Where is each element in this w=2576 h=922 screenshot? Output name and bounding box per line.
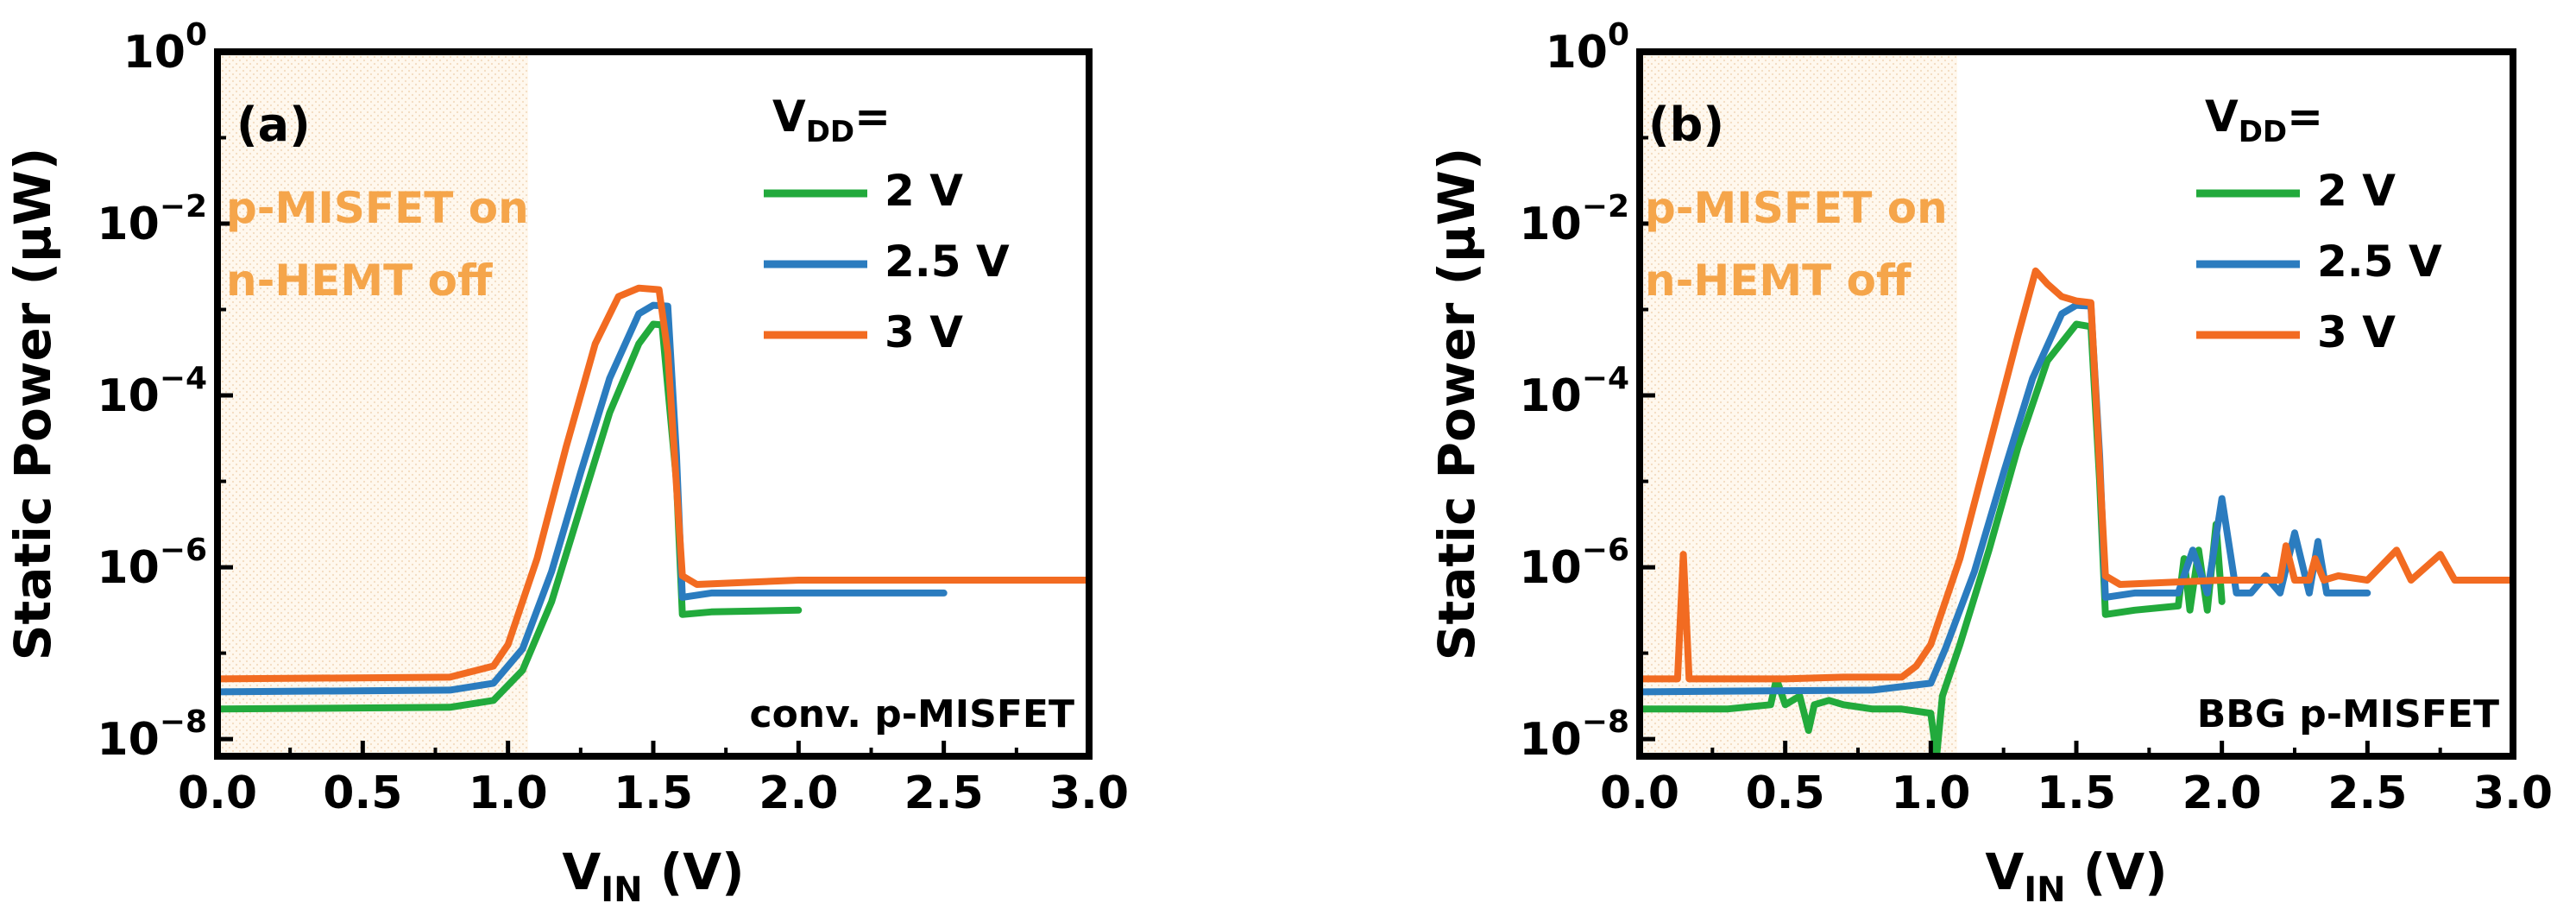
y-tick-label: 10−4 — [97, 361, 207, 422]
y-tick-label: 10−8 — [1519, 704, 1629, 766]
region-shading — [217, 52, 528, 756]
panel-a: 0.0 0.5 1.0 1.5 2.0 2.5 3.0 100 10−2 10−4 10−6 10−… — [3, 17, 1129, 910]
series-line-2v — [1636, 320, 2226, 760]
x-tick-label: 0.0 — [1600, 767, 1679, 819]
legend-title: VDD= — [2205, 92, 2323, 149]
legend-label: 2.5 V — [885, 237, 1010, 287]
legend-label: 3 V — [885, 307, 963, 357]
x-tick-label: 0.0 — [178, 767, 257, 819]
x-tick-label: 0.5 — [1746, 767, 1825, 819]
series-line-3v — [1636, 267, 2516, 683]
x-ticks: 0.0 0.5 1.0 1.5 2.0 2.5 3.0 — [178, 741, 1129, 819]
panel-label: (b) — [1648, 98, 1724, 152]
series-line-3v — [214, 284, 1093, 683]
device-label: BBG p-MISFET — [2197, 692, 2499, 736]
x-tick-label: 0.5 — [323, 767, 402, 819]
y-tick-label: 10−6 — [97, 533, 207, 594]
x-tick-label: 1.0 — [469, 767, 548, 819]
y-tick-label: 100 — [1546, 17, 1629, 79]
y-tick-label: 10−2 — [1519, 189, 1629, 250]
x-axis-title: VIN (V) — [562, 843, 744, 910]
x-tick-label: 3.0 — [2473, 767, 2553, 819]
legend-label: 2.5 V — [2317, 237, 2442, 287]
x-tick-label: 1.5 — [614, 767, 693, 819]
x-tick-label: 2.0 — [2182, 767, 2262, 819]
x-tick-label: 2.5 — [904, 767, 984, 819]
x-tick-label: 2.0 — [759, 767, 838, 819]
legend-title: VDD= — [772, 92, 891, 149]
x-tick-label: 3.0 — [1049, 767, 1129, 819]
region-shading — [1640, 52, 1957, 756]
region-label-line-2: n-HEMT off — [226, 256, 493, 306]
x-tick-label: 1.0 — [1891, 767, 1970, 819]
legend: 2 V 2.5 V 3 V — [764, 166, 1010, 357]
y-tick-label: 10−6 — [1519, 533, 1629, 594]
y-tick-label: 10−4 — [1519, 361, 1629, 422]
device-label: conv. p-MISFET — [750, 692, 1075, 736]
series-line-2p5v — [1636, 301, 2371, 696]
panel-b: 0.0 0.5 1.0 1.5 2.0 2.5 3.0 100 10−2 10−4 10−6 10−… — [1427, 17, 2553, 910]
y-ticks: 100 10−2 10−4 10−6 10−8 — [97, 17, 233, 766]
legend-label: 2 V — [885, 166, 963, 216]
y-tick-label: 100 — [123, 17, 207, 79]
x-tick-label: 1.5 — [2037, 767, 2116, 819]
region-label-line-1: p-MISFET on — [226, 183, 529, 233]
legend-label: 3 V — [2317, 307, 2396, 357]
y-ticks: 100 10−2 10−4 10−6 10−8 — [1519, 17, 1655, 766]
x-axis-title: VIN (V) — [1985, 843, 2167, 910]
y-axis-title: Static Power (μW) — [3, 148, 62, 661]
series-layer — [214, 284, 1093, 713]
legend: 2 V 2.5 V 3 V — [2196, 166, 2442, 357]
legend-label: 2 V — [2317, 166, 2396, 216]
y-tick-label: 10−8 — [97, 704, 207, 766]
y-axis-title: Static Power (μW) — [1427, 148, 1486, 661]
series-layer — [1636, 267, 2516, 760]
panel-label: (a) — [236, 98, 311, 152]
region-label-line-1: p-MISFET on — [1645, 183, 1948, 233]
region-label-line-2: n-HEMT off — [1645, 256, 1912, 306]
x-ticks: 0.0 0.5 1.0 1.5 2.0 2.5 3.0 — [1600, 741, 2553, 819]
y-tick-label: 10−2 — [97, 189, 207, 250]
x-tick-label: 2.5 — [2327, 767, 2407, 819]
